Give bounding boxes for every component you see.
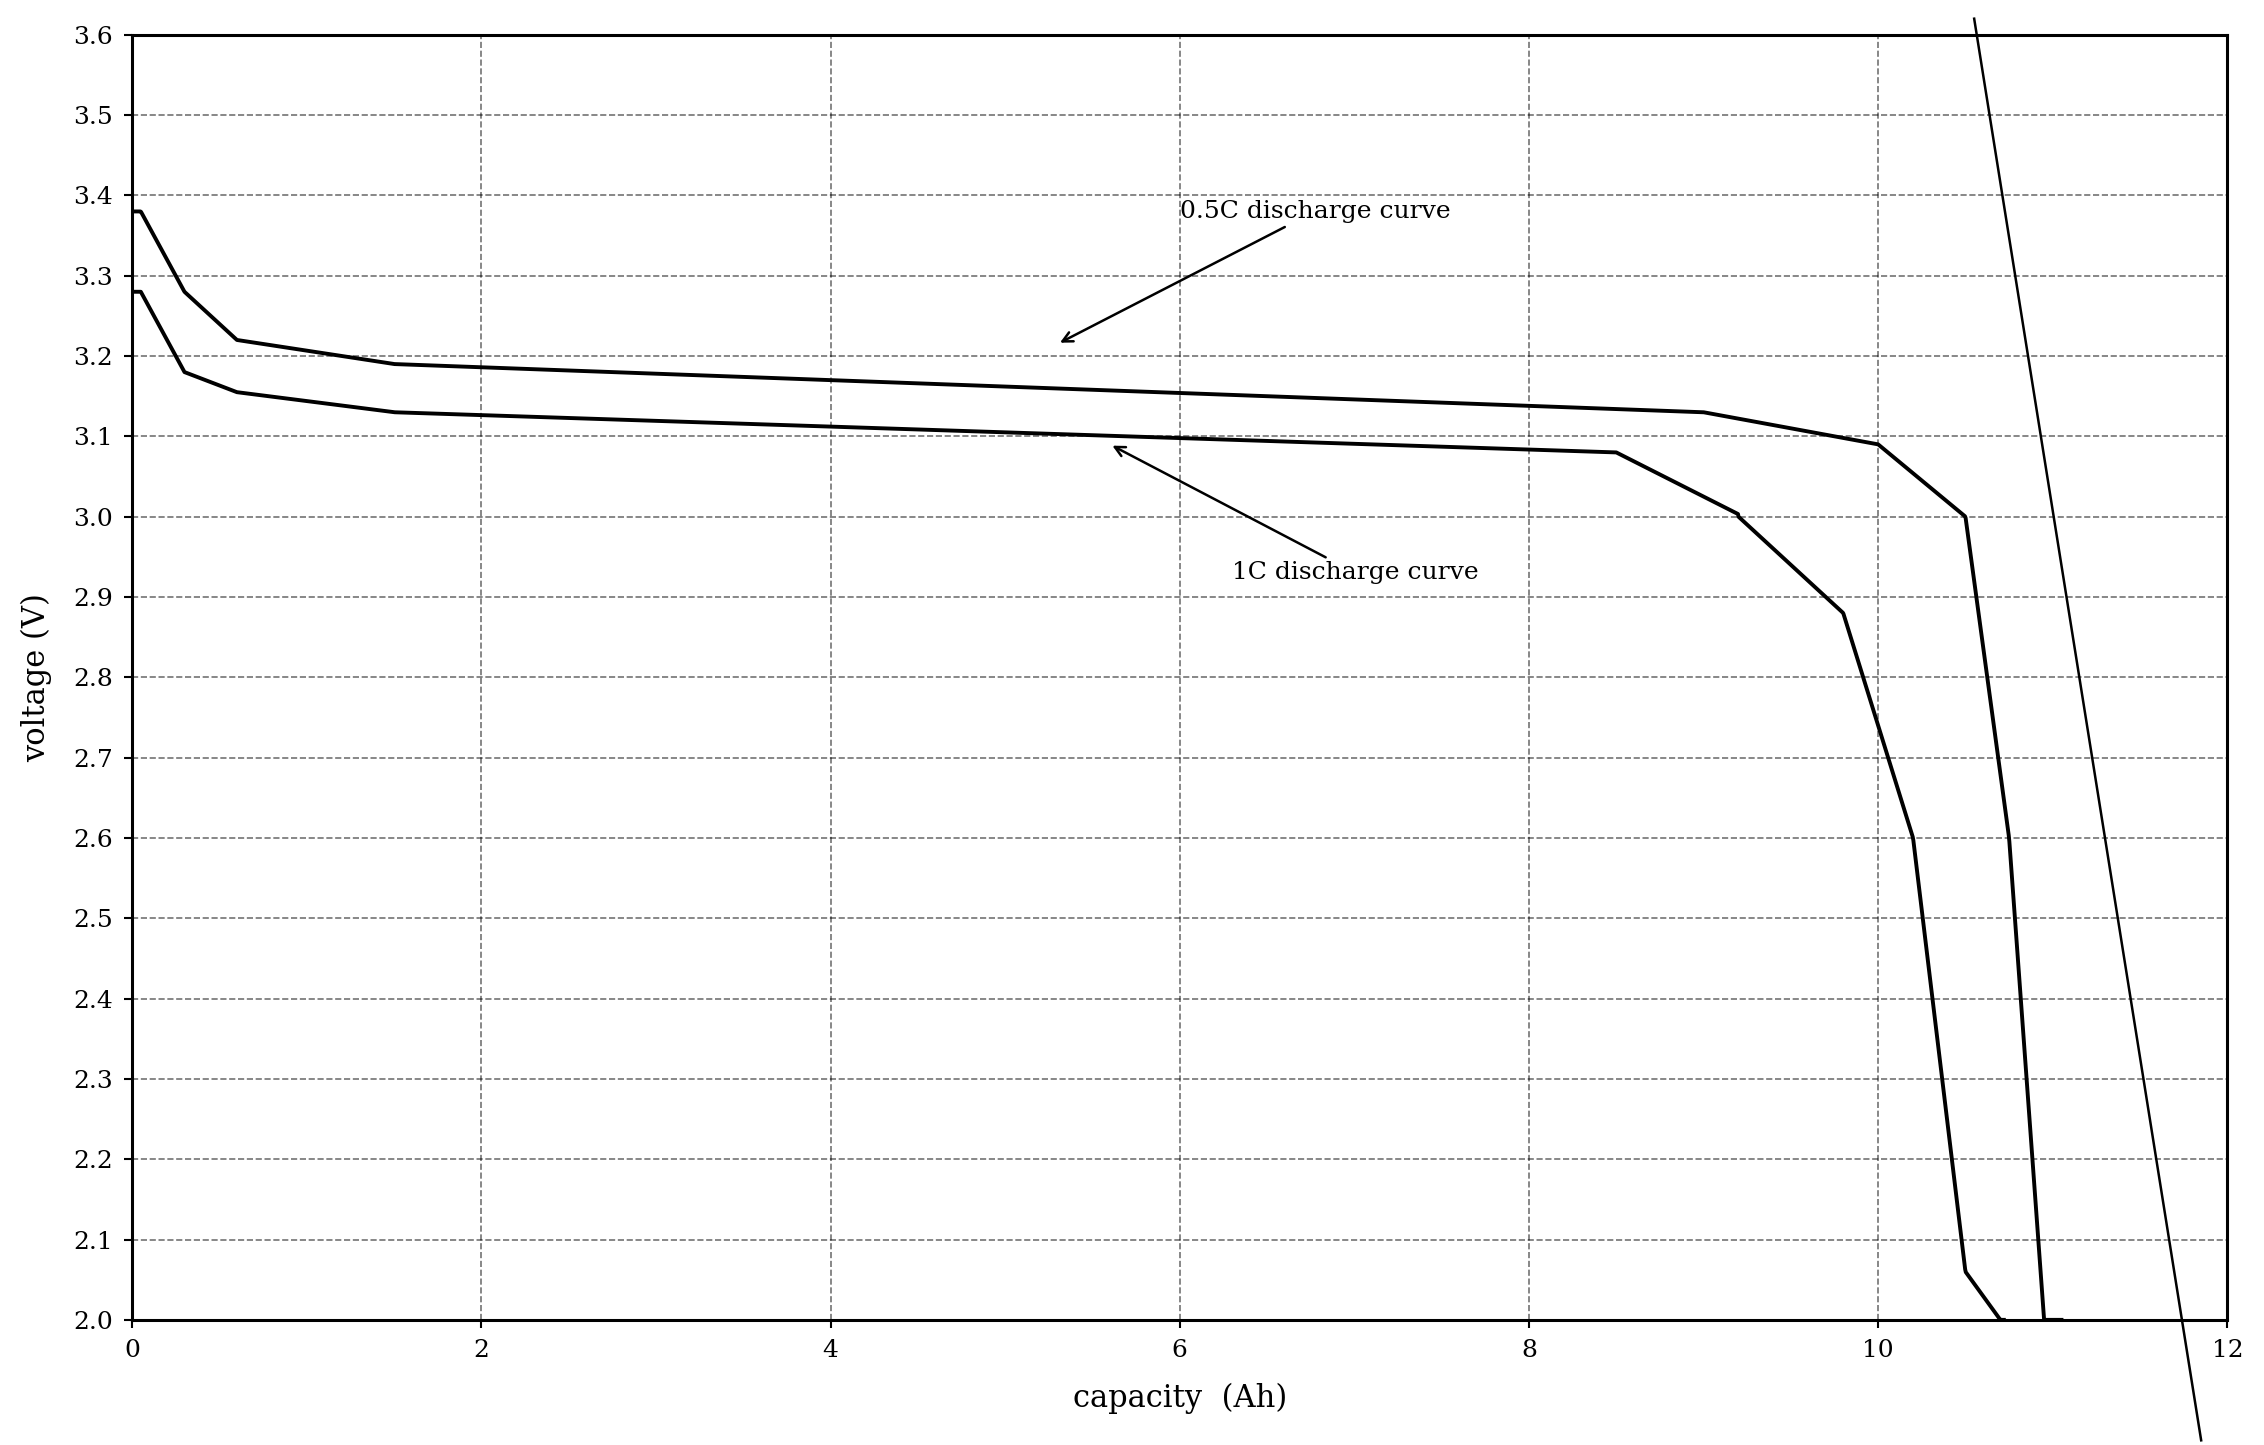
Text: 1C discharge curve: 1C discharge curve [1114,447,1478,584]
Y-axis label: voltage (V): voltage (V) [20,592,52,762]
Text: 0.5C discharge curve: 0.5C discharge curve [1062,199,1451,341]
X-axis label: capacity  (Ah): capacity (Ah) [1073,1383,1286,1415]
